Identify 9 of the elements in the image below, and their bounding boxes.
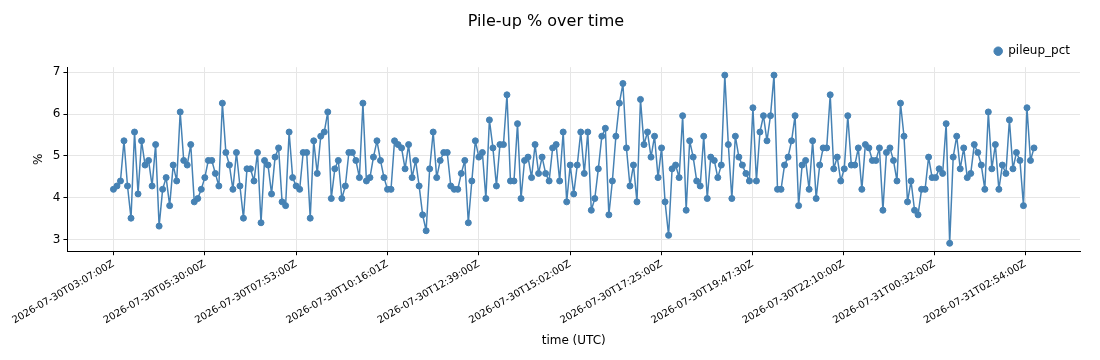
chart-title: Pile-up % over time [467,10,625,30]
y-tick-label: 3 [52,231,61,246]
y-axis-title: % [30,153,45,165]
y-tick-label: 4 [52,189,61,204]
y-tick-label: 5 [52,147,61,162]
legend-label: pileup_pct [1008,43,1071,58]
y-tick-label: 6 [52,106,61,121]
x-axis-title: time (UTC) [541,332,606,347]
y-tick-label: 7 [52,64,61,79]
